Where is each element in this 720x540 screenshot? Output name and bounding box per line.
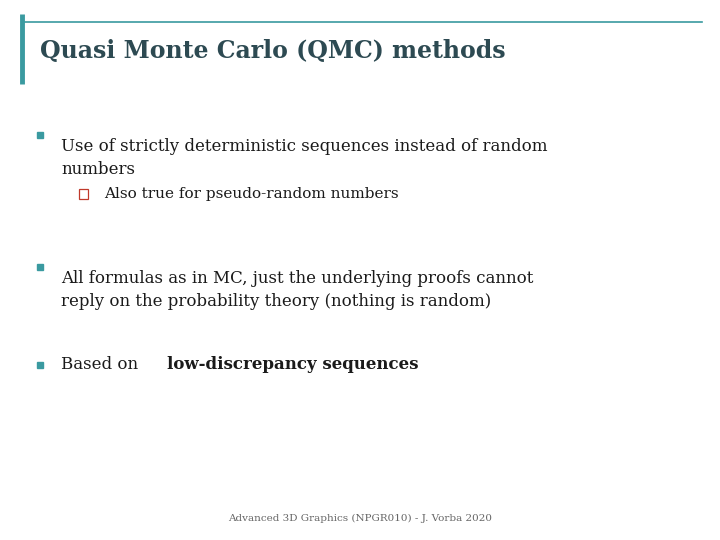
- Text: Use of strictly deterministic sequences instead of random
numbers: Use of strictly deterministic sequences …: [61, 138, 548, 178]
- Text: Also true for pseudo-random numbers: Also true for pseudo-random numbers: [104, 187, 399, 201]
- Text: Based on: Based on: [61, 356, 143, 373]
- Text: Advanced 3D Graphics (NPGR010) - J. Vorba 2020: Advanced 3D Graphics (NPGR010) - J. Vorb…: [228, 514, 492, 523]
- Text: Quasi Monte Carlo (QMC) methods: Quasi Monte Carlo (QMC) methods: [40, 39, 505, 63]
- Text: low-discrepancy sequences: low-discrepancy sequences: [168, 356, 419, 373]
- Bar: [79, 189, 88, 199]
- Text: All formulas as in MC, just the underlying proofs cannot
reply on the probabilit: All formulas as in MC, just the underlyi…: [61, 270, 534, 310]
